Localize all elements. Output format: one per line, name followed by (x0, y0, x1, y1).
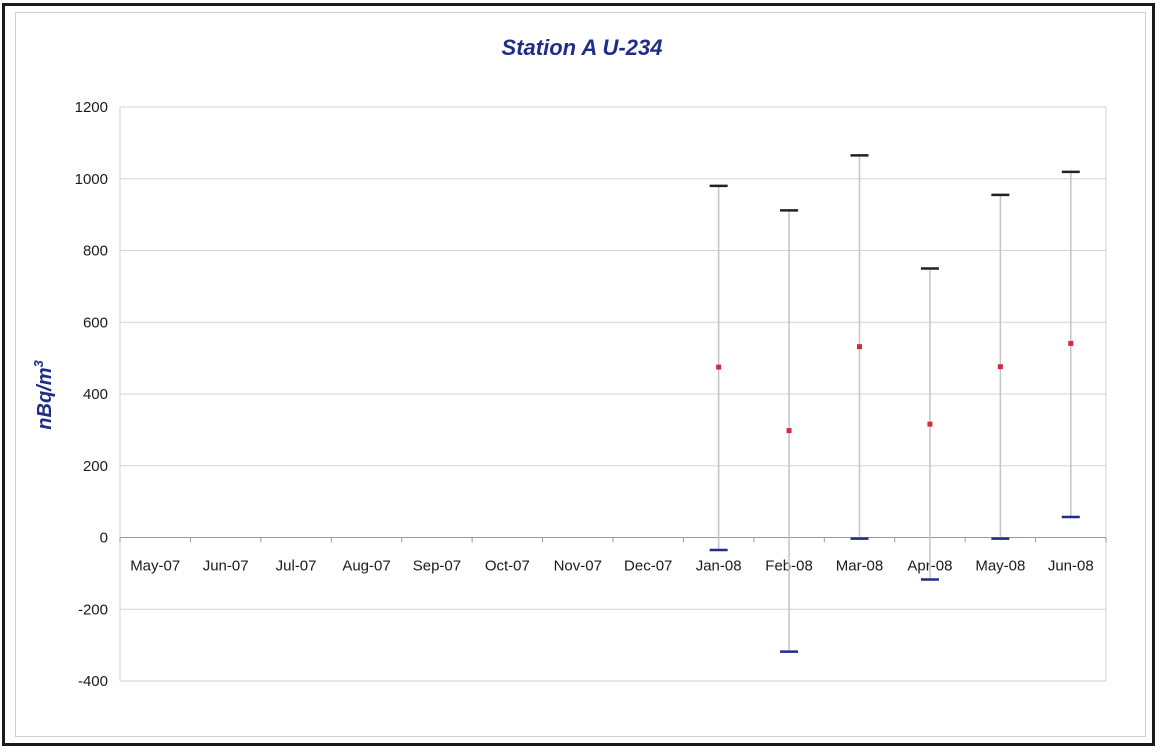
y-tick-label: -200 (78, 601, 108, 618)
x-tick-label: Oct-07 (485, 558, 530, 575)
x-tick-labels: May-07 Jun-07 Jul-07 Aug-07 Sep-07 Oct-07 Nov-… (130, 558, 1094, 575)
data-point (997, 364, 1003, 370)
y-tick-label: 0 (100, 530, 108, 547)
x-tick-label: Jan-08 (696, 558, 742, 575)
x-tick-label: Aug-07 (342, 558, 390, 575)
x-tick-label: Dec-07 (624, 558, 672, 575)
data-point (1068, 340, 1074, 346)
x-tick-label: Nov-07 (554, 558, 602, 575)
data-point (857, 344, 862, 350)
x-tick-label: Mar-08 (836, 558, 884, 575)
chart-frame (2, 3, 1155, 746)
y-tick-label: 1200 (75, 99, 108, 116)
y-tick-label: 600 (83, 314, 108, 331)
data-point (927, 421, 933, 427)
data-point (716, 364, 722, 370)
x-tick-label: May-08 (975, 558, 1025, 575)
y-axis-label-group: nBq/m3 (31, 360, 56, 430)
data-point (786, 428, 792, 434)
y-axis-label-text: nBq/m (34, 368, 56, 430)
y-tick-label: 400 (83, 386, 108, 403)
chart-title: Station A U-234 (502, 35, 663, 60)
y-tick-label: 1000 (75, 171, 108, 188)
x-tick-label: Jun-07 (203, 558, 249, 575)
data-marks (709, 154, 1080, 653)
y-axis-label: nBq/m3 (31, 360, 56, 430)
y-axis-label-superscript: 3 (31, 360, 46, 368)
x-tick-label: Jul-07 (276, 558, 317, 575)
gridlines (119, 106, 1107, 682)
x-tick-label: Jun-08 (1048, 558, 1094, 575)
y-tick-label: -400 (78, 673, 108, 690)
x-tick-label: May-07 (130, 558, 180, 575)
y-tick-labels: -400 -200 0 200 400 600 800 1000 1200 (75, 99, 108, 690)
y-tick-label: 200 (83, 458, 108, 475)
x-tick-label: Sep-07 (413, 558, 461, 575)
chart-area-border (15, 12, 1146, 737)
y-tick-label: 800 (83, 243, 108, 260)
